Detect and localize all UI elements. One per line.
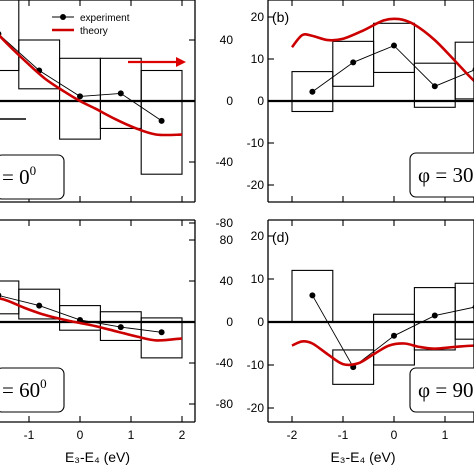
phi-label: φ = 30	[418, 163, 473, 187]
error-box-1	[0, 280, 20, 315]
experiment-point-2	[350, 59, 357, 66]
y-tick-label: -40	[216, 155, 234, 169]
phi-label: φ = 90	[418, 378, 473, 402]
y-tick-label: -40	[216, 356, 234, 370]
plot-area	[268, 269, 474, 385]
error-box-1	[0, 0, 20, 72]
y-tick-label: 80	[220, 233, 234, 247]
theory-curve	[0, 297, 183, 342]
experiment-line	[312, 295, 474, 368]
error-box-5	[140, 69, 183, 175]
y-tick-label: 10	[251, 272, 265, 286]
y-tick-label: -20	[247, 178, 265, 192]
error-box-2	[332, 349, 375, 385]
experiment-line	[0, 295, 162, 333]
experiment-point-4	[117, 90, 124, 97]
error-box-2	[18, 39, 61, 90]
y-tick-label: 40	[220, 33, 234, 47]
experiment-point-3	[391, 42, 397, 49]
experiment-point-3	[391, 332, 397, 339]
y-tick-label: 0	[257, 94, 264, 108]
panel-b: -20 -10 0 10 20 (b) φ = 30	[247, 0, 474, 203]
experiment-point-5	[158, 117, 165, 124]
x-tick-label: 1	[442, 428, 449, 442]
y-tick-label: 0	[257, 315, 264, 329]
theory-curve	[290, 17, 474, 83]
y-tick-label: 10	[251, 52, 265, 66]
y-tick-label: -10	[247, 136, 265, 150]
x-tick-label: 2	[179, 428, 186, 442]
plot-area	[0, 0, 195, 175]
x-axis-label: E₃-E₄ (eV)	[65, 449, 130, 465]
phi-degree-sup: 0	[30, 163, 37, 178]
error-box-1	[291, 269, 334, 323]
plot-area	[0, 280, 195, 359]
theory-curve	[0, 34, 183, 137]
y-tick-label: 0	[226, 94, 233, 108]
phi-label-box	[0, 367, 65, 413]
x-tick-label: 0	[391, 428, 398, 442]
y-tick-label: -80	[216, 216, 234, 230]
axis-arrow-head	[176, 57, 186, 67]
panel-c: -80 -40 0 40 80 -1 0 1 2 E₃-E₄ (eV) = 600	[0, 219, 234, 465]
legend-experiment-label: experiment	[80, 13, 130, 24]
y-tick-label: 20	[251, 229, 265, 243]
experiment-line	[0, 34, 162, 122]
y-tick-label: -80	[216, 397, 234, 411]
phi-label-box	[409, 367, 474, 413]
experiment-point-4	[431, 312, 438, 319]
experiment-point-1	[0, 292, 2, 298]
x-tick-label: -1	[338, 428, 349, 442]
experiment-point-1	[309, 88, 316, 95]
error-box-4	[413, 287, 456, 351]
experiment-point-1	[309, 292, 316, 299]
y-tick-label: 40	[220, 274, 234, 288]
experiment-point-3	[77, 93, 83, 100]
plot-area	[268, 17, 474, 113]
x-tick-label: 0	[77, 428, 84, 442]
x-tick-label: 1	[128, 428, 135, 442]
x-tick-label: -2	[287, 428, 298, 442]
legend-theory-label: theory	[80, 26, 108, 37]
phi-label-box	[0, 154, 65, 200]
y-tick-label: 0	[226, 315, 233, 329]
y-tick-label: -20	[247, 401, 265, 415]
x-tick-label: -1	[24, 428, 35, 442]
error-box-1	[291, 71, 334, 113]
panel-letter: (b)	[272, 9, 289, 25]
legend-experiment-marker	[60, 14, 66, 20]
panel-letter: (d)	[272, 229, 289, 245]
experiment-point-2	[36, 302, 43, 309]
error-box-2	[18, 288, 61, 320]
y-tick-label: 20	[251, 10, 265, 24]
theory-curve	[291, 339, 474, 367]
x-axis-label: E₃-E₄ (eV)	[330, 449, 395, 465]
phi-label-box	[409, 152, 474, 198]
experiment-line	[312, 45, 474, 93]
error-box-5	[454, 41, 474, 100]
error-box-5	[454, 282, 474, 340]
experiment-point-4	[117, 324, 124, 331]
phi-label: = 600	[2, 376, 47, 402]
error-box-3	[373, 22, 415, 73]
phi-degree-sup: 0	[40, 376, 47, 391]
y-tick-label: -10	[247, 358, 265, 372]
experiment-point-5	[158, 329, 165, 336]
experiment-point-4	[431, 83, 438, 90]
